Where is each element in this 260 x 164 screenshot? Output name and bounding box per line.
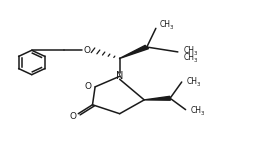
Polygon shape [144,96,170,100]
Text: CH: CH [187,77,198,86]
Text: 3: 3 [200,111,204,116]
Text: 3: 3 [193,58,197,63]
Text: 3: 3 [197,82,200,87]
Text: CH: CH [183,46,194,55]
Text: CH: CH [183,53,194,62]
Text: CH: CH [190,106,202,115]
Polygon shape [120,45,148,58]
Text: CH: CH [159,20,170,29]
Text: O: O [84,46,91,55]
Text: 3: 3 [193,51,197,56]
Text: 3: 3 [169,25,173,30]
Text: O: O [69,112,76,121]
Text: O: O [84,82,91,91]
Text: N: N [116,71,123,81]
